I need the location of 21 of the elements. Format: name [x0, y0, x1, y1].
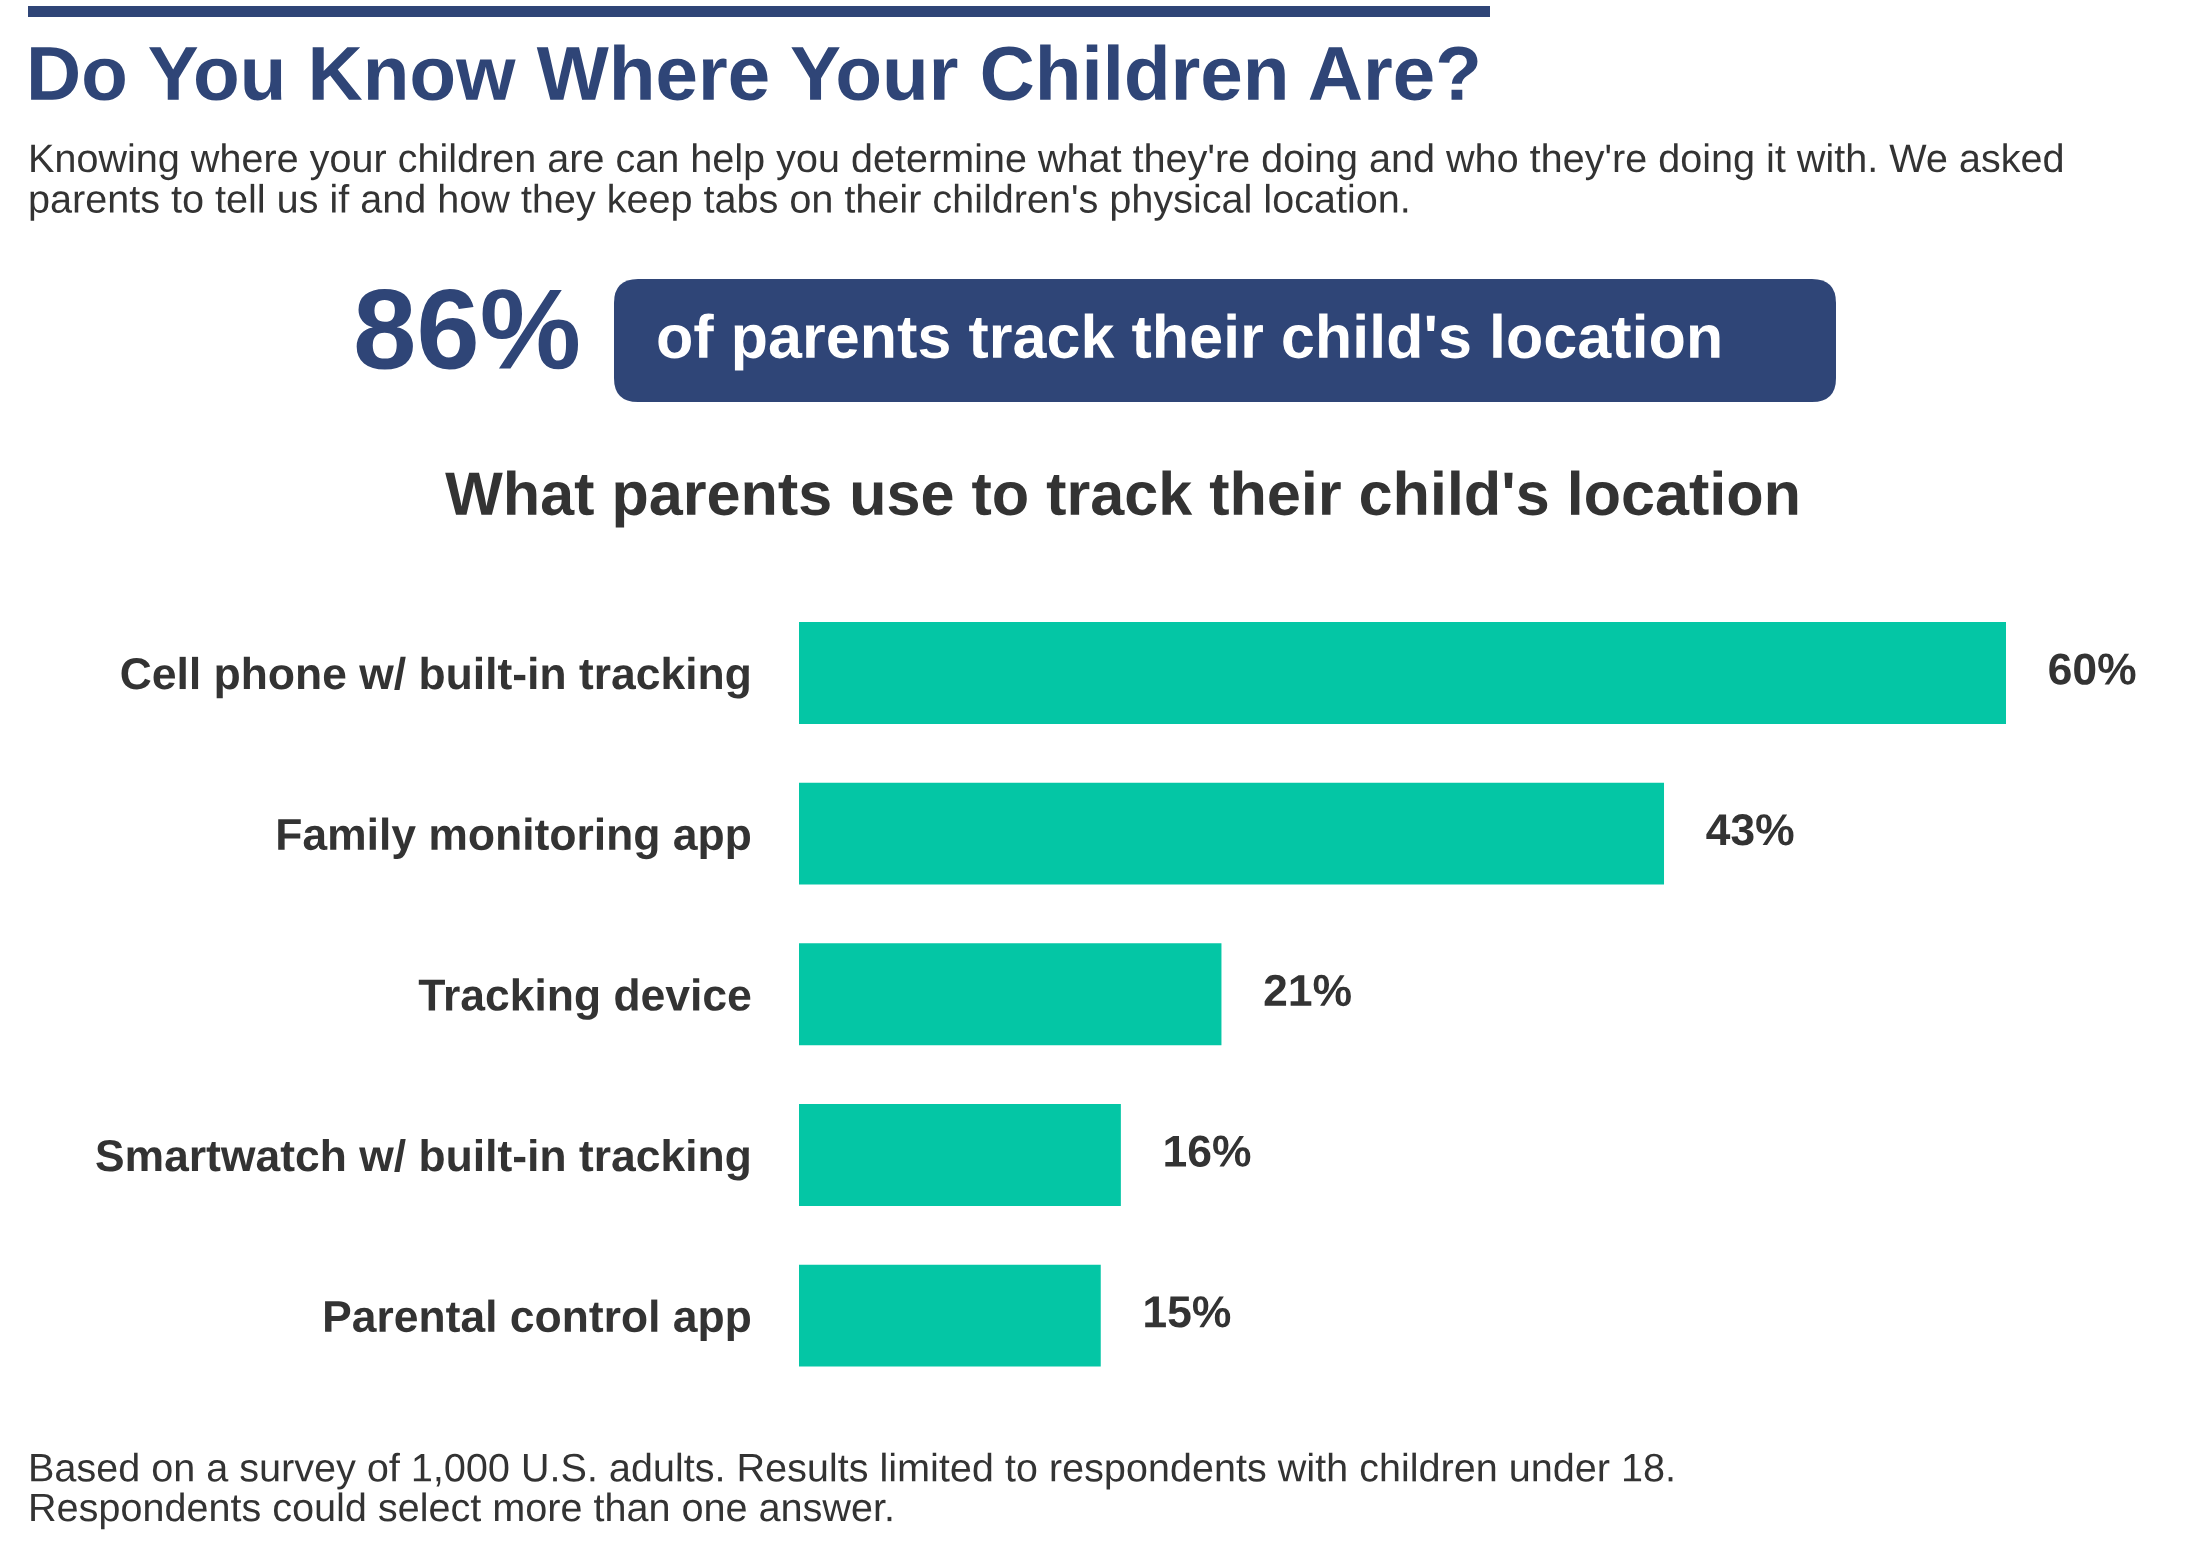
data-label: 60%: [2049, 653, 2136, 685]
y-tick-label: Family monitoring app: [278, 817, 750, 860]
data-label: 43%: [1706, 814, 1794, 846]
text: Based on a survey of 1,000 U.S. adults. Results limited to respondents with children under 18. Respondents could select more than one answer.: [31, 1452, 1673, 1530]
bar: [799, 1264, 1101, 1367]
y-tick-label: Tracking device: [418, 978, 751, 1020]
bar: [799, 622, 2006, 724]
data-label: 16%: [1165, 1135, 1251, 1167]
y-tick-label: Smartwatch w/ built-in tracking: [96, 1138, 749, 1181]
bar: [799, 782, 1665, 885]
y-tick-label: Cell phone w/ built-in tracking: [121, 656, 749, 699]
chart-title: Do You Know Where Your Children Are?: [31, 44, 1478, 101]
chart-subtitle: Knowing where your children are can help you determine what they're doing and who they're doing it with. We asked parents to tell us if and how they keep tabs on their children's physical location.: [30, 143, 2062, 221]
data-label: 15%: [1145, 1296, 1231, 1328]
y-tick-label: Parental control app: [325, 1299, 750, 1341]
text: What parents use to track their child's location: [445, 470, 1798, 528]
bar: [799, 943, 1222, 1046]
bar: [799, 1104, 1121, 1206]
text: 86%: [356, 288, 579, 370]
text: of parents track their child's location: [658, 313, 1720, 371]
data-label: 21%: [1264, 974, 1351, 1007]
